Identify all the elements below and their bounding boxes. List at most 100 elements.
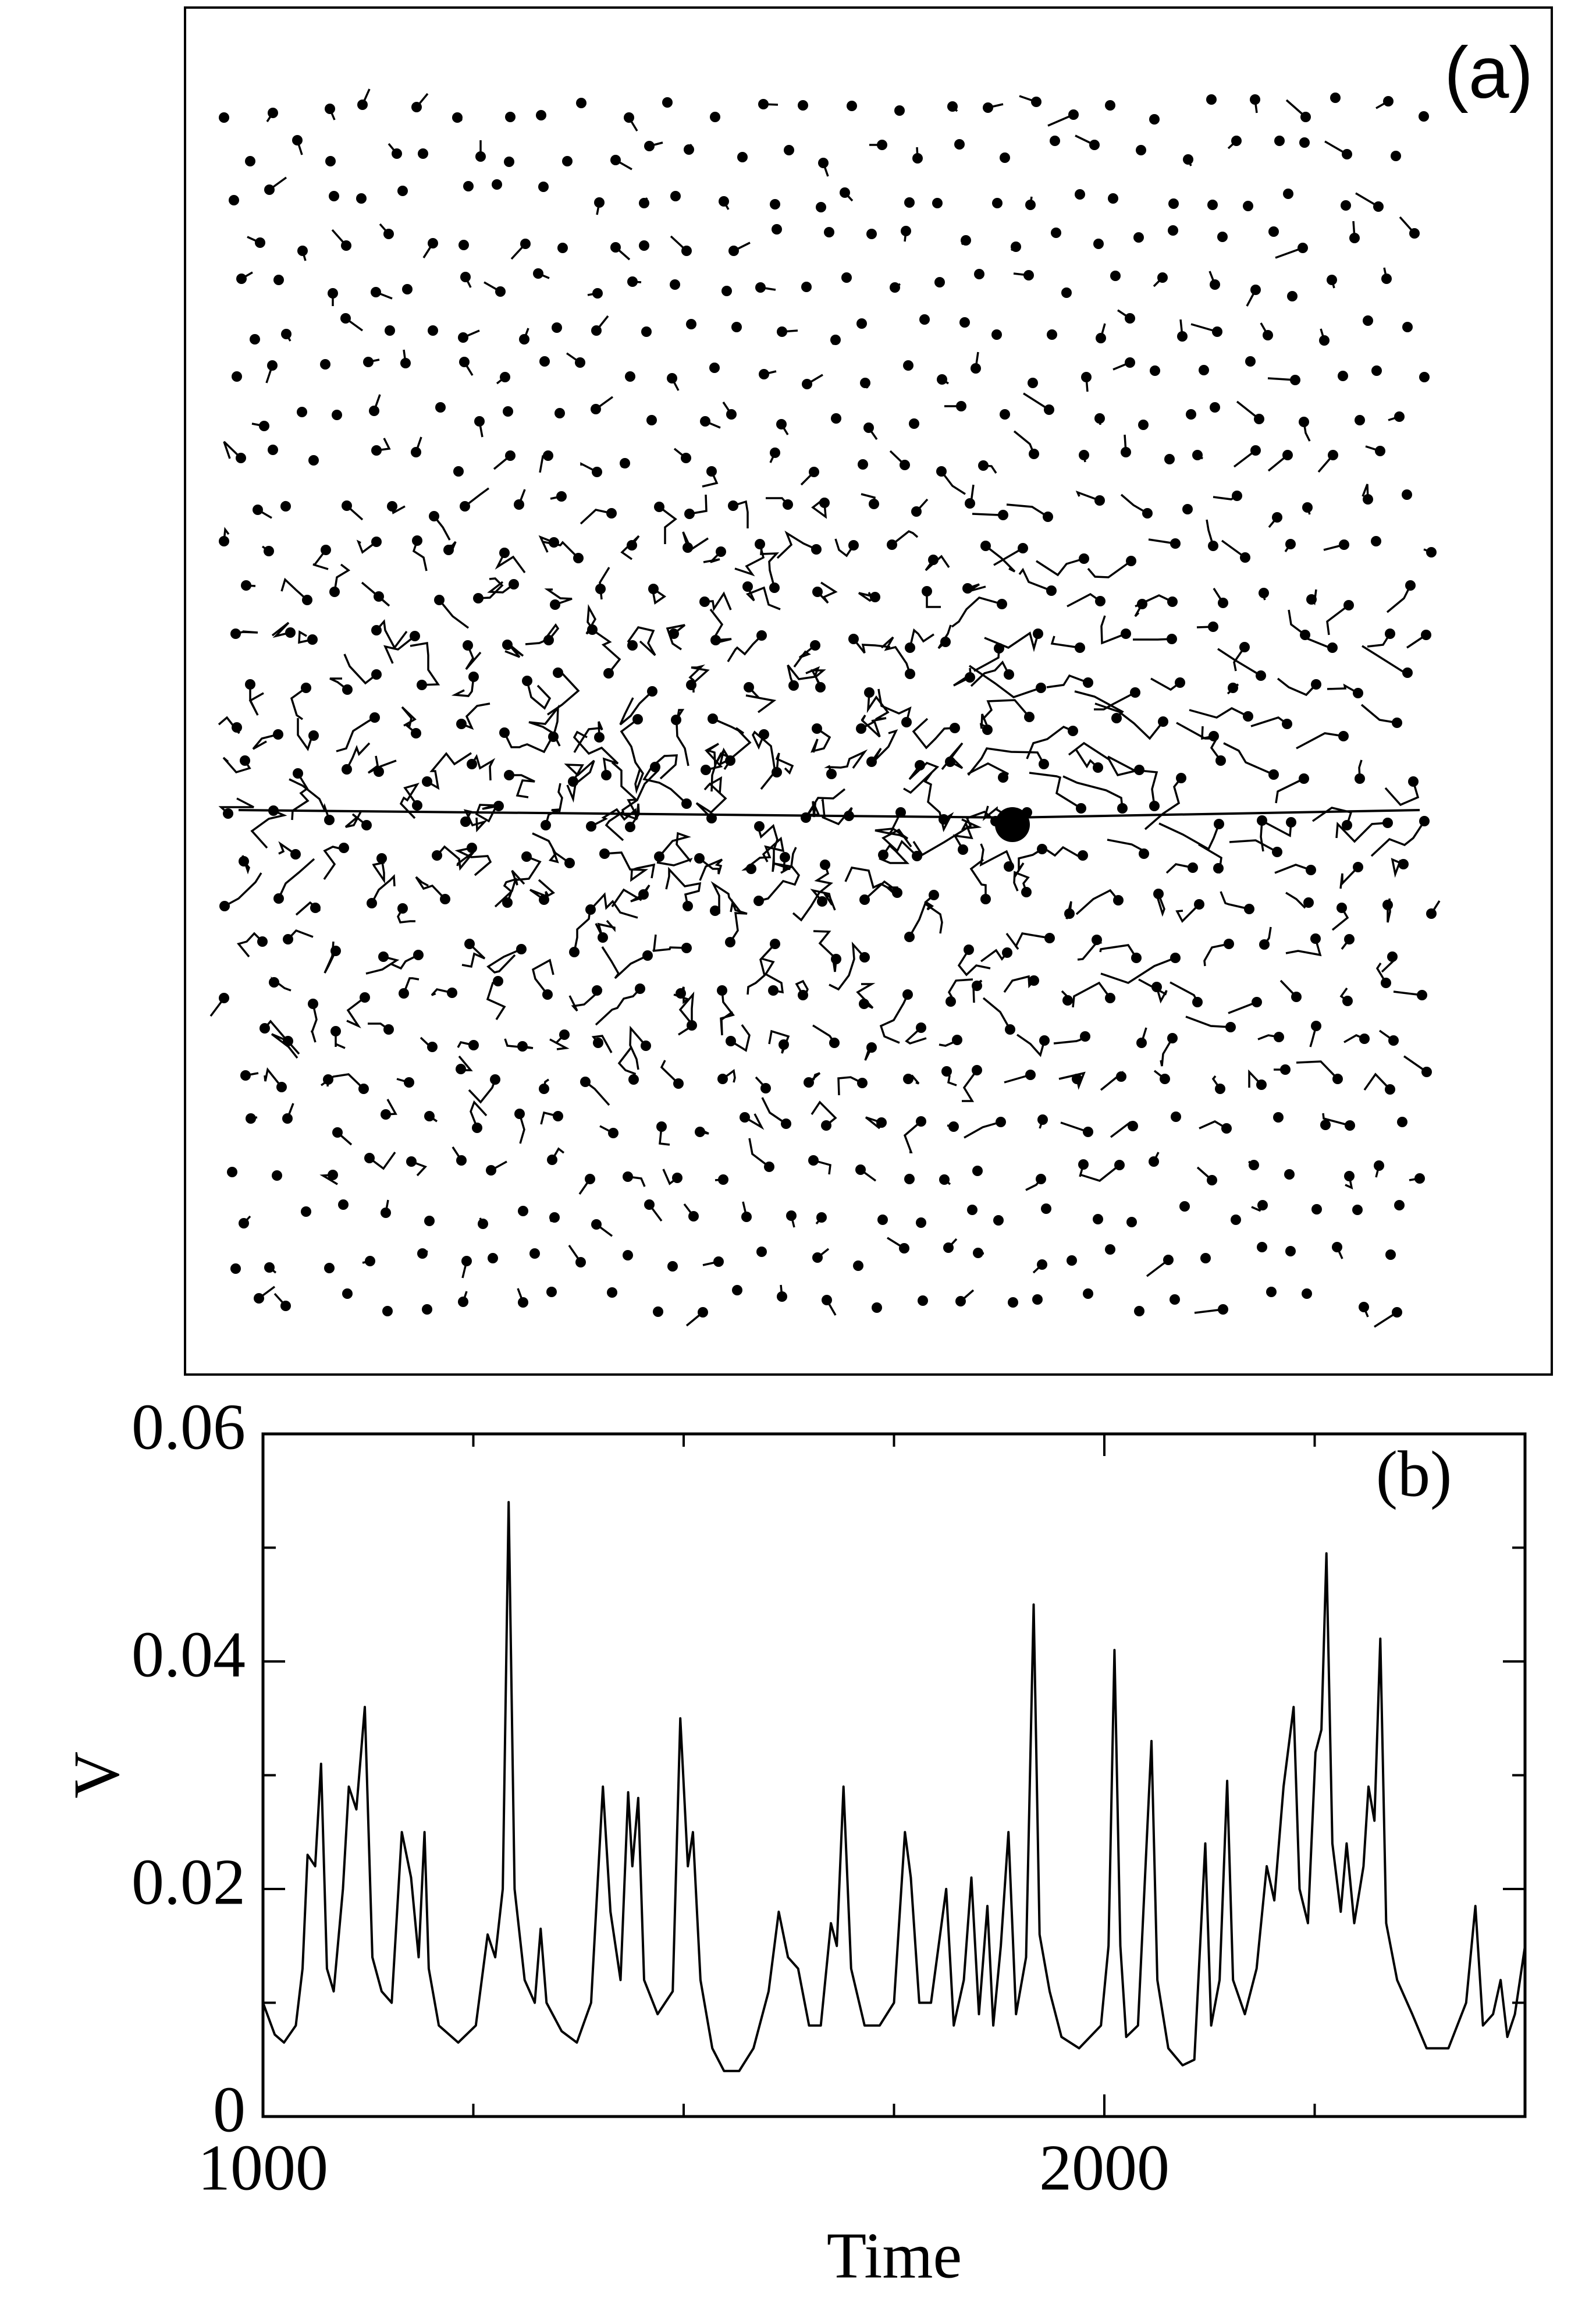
particle bbox=[1421, 630, 1431, 640]
particle bbox=[1032, 1294, 1043, 1305]
trajectory bbox=[652, 934, 687, 952]
particle bbox=[864, 687, 875, 698]
particle bbox=[1125, 357, 1135, 368]
trajectory bbox=[464, 487, 490, 507]
particle bbox=[1125, 313, 1135, 324]
particle bbox=[342, 1288, 353, 1299]
particle bbox=[742, 581, 753, 592]
particle bbox=[1046, 585, 1057, 596]
particle bbox=[1078, 1159, 1089, 1170]
particle bbox=[971, 363, 981, 374]
trajectory bbox=[695, 776, 727, 819]
particle bbox=[374, 591, 384, 602]
particle bbox=[1266, 1287, 1277, 1297]
particle bbox=[1093, 762, 1103, 773]
particle bbox=[1061, 287, 1072, 298]
trajectory bbox=[222, 757, 251, 774]
particle bbox=[1083, 677, 1093, 688]
trajectory bbox=[747, 943, 776, 995]
particle bbox=[1210, 402, 1220, 413]
particle bbox=[992, 198, 1003, 208]
particle bbox=[591, 1219, 602, 1230]
particle bbox=[820, 860, 830, 870]
particle bbox=[1117, 803, 1128, 814]
particle bbox=[464, 939, 475, 949]
trajectory bbox=[1217, 648, 1261, 677]
particle bbox=[681, 246, 692, 256]
trajectory bbox=[1075, 889, 1119, 915]
trajectory bbox=[727, 634, 763, 662]
trajectory bbox=[426, 752, 472, 790]
trajectory bbox=[403, 977, 420, 994]
particle bbox=[1383, 96, 1394, 106]
particle bbox=[998, 772, 1008, 783]
particle bbox=[324, 1263, 335, 1273]
particle bbox=[1419, 372, 1430, 382]
trajectory bbox=[454, 847, 492, 876]
trajectory bbox=[1029, 772, 1082, 809]
particle bbox=[332, 1127, 343, 1138]
particle bbox=[461, 1256, 472, 1266]
particle bbox=[1402, 489, 1412, 500]
particle bbox=[754, 821, 765, 832]
particle bbox=[1182, 504, 1193, 514]
particle bbox=[701, 765, 711, 775]
particle bbox=[1200, 1253, 1211, 1263]
particle bbox=[922, 586, 932, 596]
particle bbox=[859, 952, 870, 963]
trajectory bbox=[824, 749, 868, 775]
particle bbox=[250, 334, 260, 345]
particle bbox=[1031, 97, 1042, 107]
particle bbox=[240, 755, 250, 766]
particle bbox=[1382, 818, 1393, 828]
data-line bbox=[262, 1501, 1526, 2072]
particle bbox=[1093, 239, 1104, 249]
particle bbox=[798, 100, 808, 111]
plot-frame bbox=[261, 1432, 1527, 2118]
particle bbox=[240, 1070, 251, 1081]
trajectory bbox=[793, 644, 816, 668]
trajectory bbox=[1189, 706, 1249, 719]
trajectory bbox=[1120, 493, 1148, 514]
particle bbox=[1302, 502, 1313, 513]
trajectory bbox=[397, 908, 415, 924]
particle bbox=[518, 1206, 528, 1216]
x-axis-label: Time bbox=[827, 2220, 962, 2292]
particle bbox=[607, 1287, 617, 1298]
trajectory bbox=[912, 718, 955, 750]
trajectory bbox=[1277, 677, 1317, 697]
particle bbox=[493, 976, 503, 986]
particle bbox=[260, 1023, 270, 1034]
particle bbox=[1188, 862, 1198, 873]
particle bbox=[830, 335, 841, 345]
particle bbox=[440, 894, 450, 904]
particle bbox=[667, 1261, 678, 1272]
particle bbox=[725, 937, 735, 947]
particle bbox=[569, 947, 580, 957]
particle bbox=[683, 542, 693, 553]
particle bbox=[1011, 242, 1021, 252]
particle bbox=[1079, 553, 1089, 564]
particle bbox=[516, 944, 527, 954]
particle bbox=[1426, 908, 1437, 919]
particle bbox=[283, 1036, 293, 1046]
particle bbox=[1263, 330, 1273, 340]
particle bbox=[1176, 773, 1186, 783]
trajectory bbox=[982, 699, 1030, 720]
particle bbox=[467, 759, 477, 769]
particle bbox=[1397, 1117, 1407, 1127]
particle bbox=[1068, 109, 1079, 120]
particle bbox=[808, 1155, 819, 1166]
particle bbox=[1128, 1121, 1138, 1131]
trajectory bbox=[336, 716, 375, 752]
particle bbox=[1111, 713, 1122, 723]
trajectory bbox=[1005, 932, 1050, 950]
particle bbox=[804, 1077, 814, 1088]
particle bbox=[1299, 137, 1310, 148]
particle bbox=[546, 1287, 557, 1297]
particle bbox=[1025, 1070, 1036, 1080]
trajectory bbox=[271, 1033, 298, 1059]
particle bbox=[779, 1039, 789, 1050]
